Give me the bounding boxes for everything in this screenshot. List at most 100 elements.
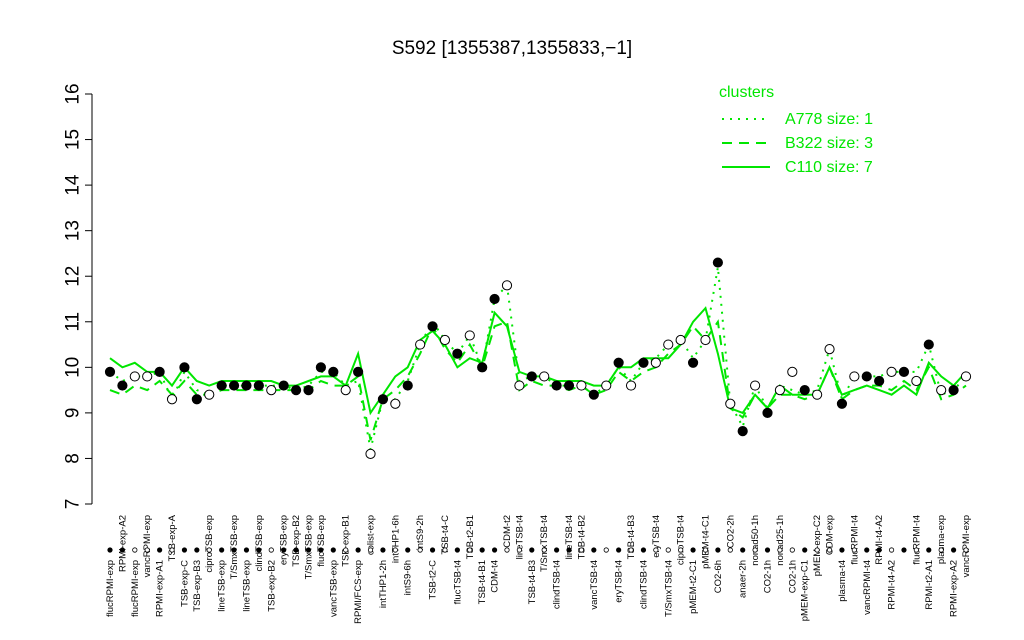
- rug-marker: [591, 547, 597, 553]
- data-point: [725, 398, 736, 409]
- data-point: [824, 344, 835, 355]
- data-point: [762, 407, 773, 418]
- x-tick-label: flucTSB-exp: [316, 515, 327, 567]
- x-tick-label: TSB-t4-B3: [527, 560, 538, 604]
- x-tick-label: TSB-exp-B2: [266, 560, 277, 612]
- data-point: [874, 375, 885, 387]
- x-tick-label: lineTSB-t4: [514, 515, 525, 559]
- rug-marker: [231, 547, 237, 553]
- rug-marker: [913, 547, 919, 553]
- x-tick-label: RPMI-exp-A2: [949, 560, 960, 617]
- x-tick-label: vancTSB-exp: [328, 560, 339, 617]
- y-tick-label: 14: [63, 174, 84, 196]
- rug-marker: [330, 547, 336, 553]
- x-tick-label: intTHP1-6h: [390, 515, 401, 563]
- x-tick-label: intS9-6h: [403, 560, 414, 595]
- series-line-solid: [109, 306, 967, 416]
- rug-marker: [392, 547, 398, 553]
- x-tick-label: colist-exp: [366, 515, 377, 555]
- data-point: [849, 371, 860, 382]
- x-tick-label: lineTSB-exp: [241, 560, 252, 612]
- x-tick-label: flucTSB-t4: [452, 560, 463, 604]
- data-point: [687, 357, 699, 368]
- y-tick-label: 13: [63, 220, 84, 241]
- data-point: [700, 334, 711, 346]
- data-point: [898, 366, 910, 377]
- rug-marker: [132, 547, 138, 553]
- x-tick-label: T/SmxTSB-exp: [303, 515, 314, 579]
- rug-marker: [764, 547, 771, 553]
- rug-marker: [256, 547, 262, 553]
- data-point: [179, 362, 190, 373]
- x-tick-label: nonad50-1h: [750, 515, 761, 566]
- rug-marker: [653, 547, 659, 553]
- legend-label: C110 size: 7: [785, 159, 873, 176]
- series-layer: [109, 266, 967, 450]
- rug-marker: [826, 547, 833, 553]
- data-point: [365, 448, 376, 459]
- data-point: [439, 334, 451, 346]
- x-tick-label: flucRPMI-t4: [911, 515, 922, 565]
- x-tick-label: eryTSB-t4: [614, 560, 625, 603]
- data-point: [588, 389, 599, 400]
- x-tick-label: TSB-t4-B3: [626, 515, 637, 559]
- data-point: [142, 371, 153, 382]
- legend-label: A778 size: 1: [785, 111, 873, 128]
- x-tick-label: T/SmxTSB-t4: [539, 515, 550, 572]
- data-point: [712, 257, 723, 268]
- data-point: [539, 371, 550, 382]
- x-tick-label: RPMI/FCS-exp: [353, 560, 364, 624]
- rug-marker: [566, 547, 572, 553]
- data-point: [514, 380, 525, 391]
- rug-marker: [554, 547, 560, 553]
- rug-marker: [293, 547, 299, 553]
- x-tick-label: intS9-2h: [415, 515, 426, 550]
- rug-marker: [678, 547, 684, 553]
- x-tick-label: CO2-1h: [787, 560, 798, 593]
- rug-marker: [157, 547, 163, 553]
- rug-marker: [504, 547, 510, 553]
- data-point: [948, 385, 959, 396]
- legend-title: clusters: [719, 84, 774, 101]
- data-point: [799, 385, 810, 396]
- rug-marker: [194, 547, 200, 553]
- x-tick-label: TSB-exp-A: [167, 514, 178, 561]
- x-tick-label: eryTSB-exp: [279, 515, 290, 565]
- data-point: [613, 357, 624, 368]
- data-point: [923, 339, 934, 350]
- rug-marker: [727, 547, 733, 553]
- x-tick-labels: RPMI-exp-A2 vancRPMI-exp TSB-exp-A ciproTSB…: [105, 514, 972, 624]
- data-point: [663, 339, 674, 350]
- data-point: [601, 380, 612, 391]
- x-tick-label: plasma-exp: [936, 515, 947, 564]
- data-point: [191, 394, 202, 405]
- x-tick-label: TSB-exp-C: [179, 560, 190, 607]
- x-tick-label: RPMI-exp-A2: [117, 515, 128, 572]
- data-point: [303, 385, 314, 396]
- x-tick-label: clindTSB-exp: [254, 515, 265, 572]
- rug-marker: [702, 547, 709, 553]
- data-point: [737, 426, 748, 437]
- data-point: [501, 280, 513, 291]
- x-tick-label: vancRPMI-exp: [961, 515, 972, 577]
- rug-marker: [690, 547, 696, 553]
- data-point: [861, 371, 872, 382]
- x-tick-label: CDM-t4: [490, 560, 501, 593]
- rug-marker: [243, 547, 250, 553]
- rug-marker: [355, 547, 361, 553]
- y-tick-label: 15: [63, 129, 84, 150]
- chart-title: S592 [1355387,1355833,−1]: [392, 38, 632, 59]
- x-tick-label: vancTSB-t4: [589, 560, 600, 610]
- y-axis: 7 8 9 10 11 12 13 14 15 16: [63, 83, 93, 509]
- rug-marker: [740, 547, 746, 553]
- data-point: [551, 380, 562, 391]
- rug-marker: [467, 547, 473, 553]
- rug-marker: [454, 547, 460, 553]
- x-tick-label: CO2-1h: [763, 560, 774, 593]
- rug-marker: [802, 547, 808, 553]
- rug-marker: [665, 547, 671, 553]
- rug-marker: [491, 547, 498, 553]
- rug-marker: [839, 547, 845, 553]
- points-layer: [104, 257, 972, 459]
